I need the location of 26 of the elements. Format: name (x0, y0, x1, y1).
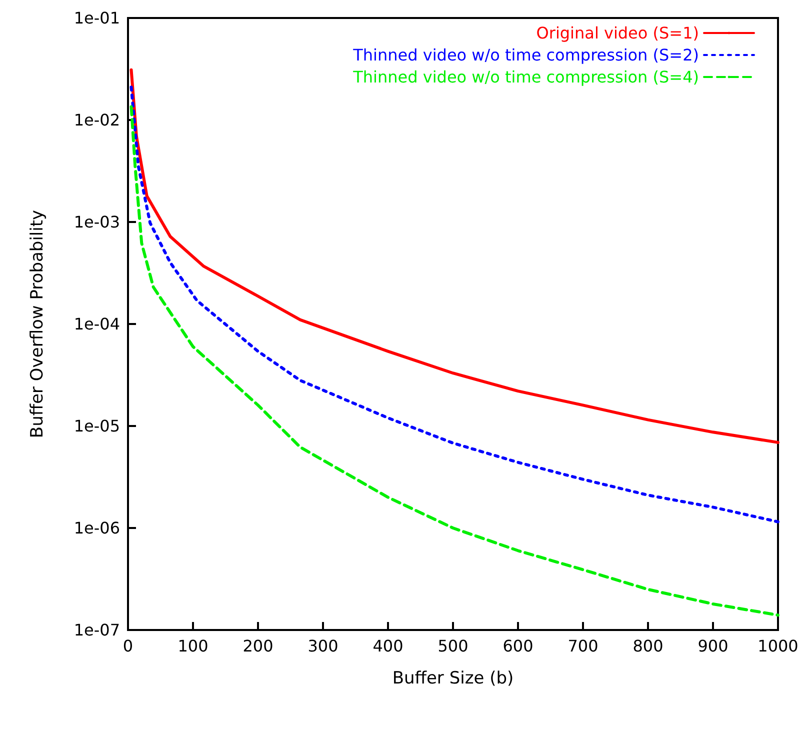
y-tick-label: 1e-03 (74, 212, 120, 232)
x-tick-label: 800 (632, 636, 664, 656)
x-tick-label: 0 (122, 636, 134, 656)
x-tick-label: 200 (242, 636, 274, 656)
y-tick-label: 1e-06 (74, 518, 120, 538)
x-tick-label: 700 (568, 636, 598, 656)
x-tick-label: 900 (698, 636, 728, 656)
x-tick-label: 100 (178, 636, 208, 656)
x-tick-label: 500 (438, 636, 468, 656)
y-axis-title: Buffer Overflow Probability (28, 210, 48, 438)
line-series (130, 105, 780, 617)
line-series (130, 86, 780, 524)
x-axis-title: Buffer Size (b) (392, 668, 514, 688)
y-tick-label: 1e-04 (74, 314, 120, 334)
y-tick-label: 1e-05 (74, 416, 120, 436)
x-tick-label: 600 (502, 636, 534, 656)
legend-label: Thinned video w/o time compression (S=4) (352, 68, 699, 86)
legend-label: Thinned video w/o time compression (S=2) (352, 46, 699, 64)
x-tick-label: 300 (308, 636, 338, 656)
y-tick-label: 1e-07 (74, 620, 120, 640)
x-tick-label: 1000 (758, 636, 798, 656)
y-tick-label: 1e-01 (74, 8, 120, 28)
line-series (130, 68, 780, 444)
x-tick-label: 400 (372, 636, 404, 656)
y-tick-label: 1e-02 (74, 110, 120, 130)
legend-label: Original video (S=1) (536, 24, 699, 42)
